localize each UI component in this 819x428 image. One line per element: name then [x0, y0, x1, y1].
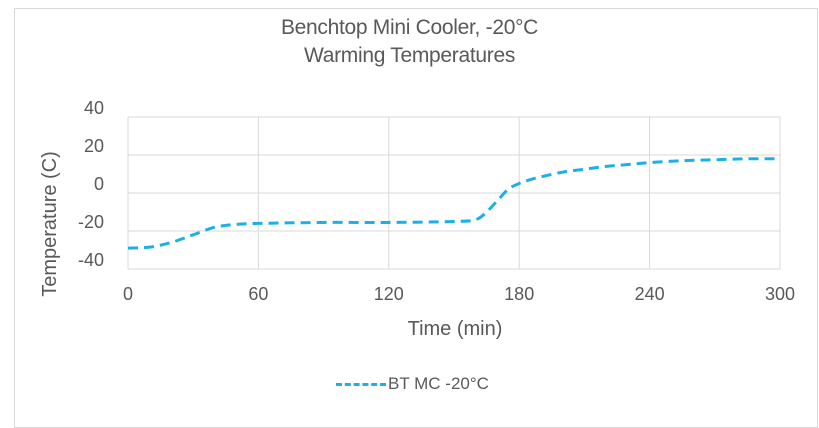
y-tick-label: 0	[94, 174, 104, 194]
x-tick-label: 240	[635, 284, 665, 304]
x-tick-labels: 0 60 120 180 240 300	[123, 284, 795, 304]
x-axis-label: Time (min)	[408, 318, 503, 340]
y-tick-label: 40	[84, 98, 104, 118]
grid-lines	[127, 116, 781, 270]
x-tick-label: 60	[248, 284, 268, 304]
y-tick-label: -20	[78, 212, 104, 232]
y-tick-label: -40	[78, 250, 104, 270]
series-lines	[127, 157, 781, 250]
x-tick-label: 300	[765, 284, 795, 304]
x-tick-label: 180	[504, 284, 534, 304]
legend-swatch-dashed-line	[336, 382, 386, 386]
x-tick-label: 0	[123, 284, 133, 304]
legend: BT MC -20°C	[336, 372, 489, 396]
line-chart: 40 20 0 -20 -40 0 60 120 180 240 300 Time (min) T…	[39, 98, 795, 340]
chart-frame	[14, 8, 818, 428]
y-axis-label: Temperature (C)	[39, 151, 61, 297]
chart-title: Benchtop Mini Cooler, -20°C Warming Temp…	[0, 14, 819, 70]
y-tick-label: 20	[84, 136, 104, 156]
x-tick-label: 120	[374, 284, 404, 304]
series-line	[127, 157, 781, 250]
chart-title-line2: Warming Temperatures	[303, 44, 516, 67]
legend-label: BT MC -20°C	[388, 374, 489, 393]
chart-title-line1: Benchtop Mini Cooler, -20°C	[280, 16, 539, 39]
y-tick-labels: 40 20 0 -20 -40	[78, 98, 104, 270]
